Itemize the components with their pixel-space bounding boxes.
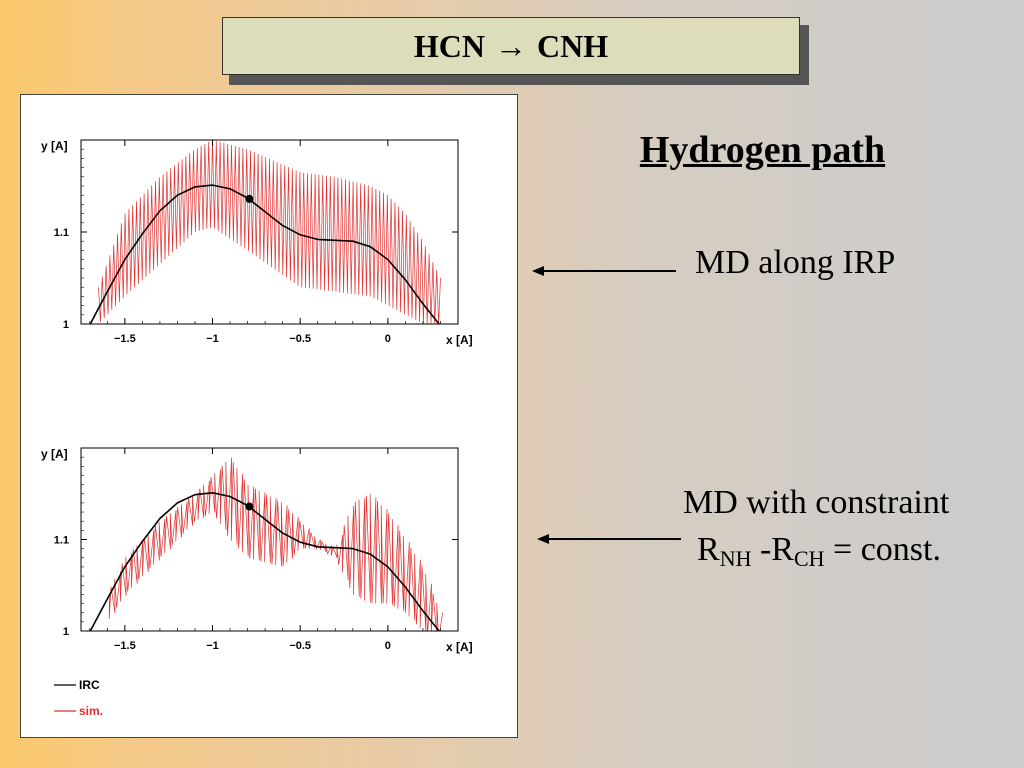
plot2-xtick-label-0: −1.5: [114, 640, 136, 652]
plot1-xtick-label-3: 0: [385, 333, 391, 345]
figure-panel: −1.5 −1 −0.5 0 1 1.1 y [A] x [A] −1.5 −1 −0.5 0 1 1.1…: [20, 94, 518, 738]
eq-end: = const.: [824, 531, 941, 568]
heading-hydrogen-path: Hydrogen path: [639, 129, 886, 171]
plot2-frame: [80, 447, 459, 632]
eq-sub-nh: NH: [719, 546, 752, 571]
eq-mid: -R: [751, 531, 794, 568]
label-constraint-equation: RNH -RCH = const.: [697, 531, 941, 572]
plot2-series-irc: [89, 492, 441, 631]
title-left: HCN: [413, 27, 485, 64]
eq-r1: R: [697, 531, 720, 568]
plot1-xtick-label-2: −0.5: [289, 333, 311, 345]
eq-sub-ch: CH: [793, 546, 825, 571]
plot2-ytick-label-0: 1: [63, 626, 69, 638]
plot2-ytick-label-1: 1.1: [54, 535, 69, 547]
chart-svg: −1.5 −1 −0.5 0 1 1.1 y [A] x [A] −1.5 −1 −0.5 0 1 1.1…: [41, 139, 473, 718]
plot2-ylabel: y [A]: [41, 447, 68, 461]
plot1-ytick-label-1: 1.1: [54, 227, 69, 239]
arrow-bottom-icon: [537, 534, 681, 544]
plot1-ytick-label-0: 1: [63, 319, 69, 331]
label-md-along-irp: MD along IRP: [695, 244, 896, 281]
slide-title: HCN → CNH: [222, 17, 800, 75]
plot1-ylabel: y [A]: [41, 139, 68, 153]
plot2-xtick-label-3: 0: [385, 640, 391, 652]
title-arrow-icon: →: [495, 27, 527, 64]
plot1-xtick-label-0: −1.5: [114, 333, 136, 345]
plot1-series-irc: [89, 184, 441, 324]
plot2-xtick-label-2: −0.5: [289, 640, 311, 652]
plot2-series-sim: [108, 457, 443, 631]
legend-label-0: IRC: [79, 678, 100, 692]
legend-label-1: sim.: [79, 704, 103, 718]
label-md-with-constraint: MD with constraint: [683, 484, 950, 521]
arrow-top-icon: [532, 266, 676, 276]
title-right: CNH: [537, 27, 609, 64]
plot1-xtick-label-1: −1: [206, 333, 219, 345]
plot1-marker-0: [245, 194, 254, 203]
plot2-xlabel: x [A]: [446, 640, 473, 654]
plot1-xlabel: x [A]: [446, 333, 473, 347]
plot2-marker-0: [245, 502, 254, 511]
plot1-series-sim: [98, 140, 441, 324]
plot2-xtick-label-1: −1: [206, 640, 219, 652]
